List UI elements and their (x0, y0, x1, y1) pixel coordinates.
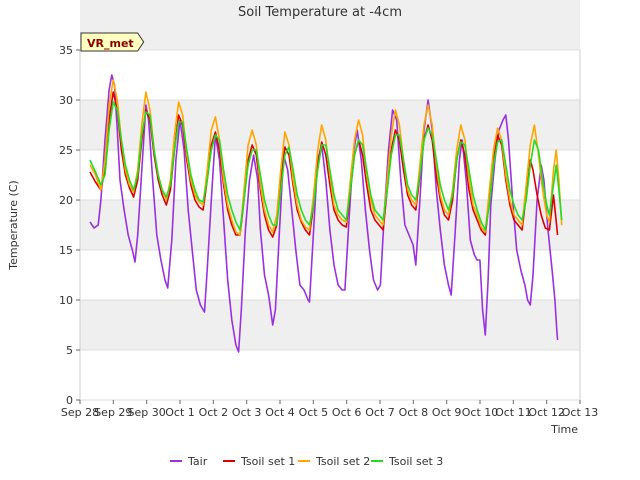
y-tick-label: 0 (66, 394, 73, 407)
y-tick-label: 35 (59, 44, 73, 57)
x-tick-label: Oct 11 (495, 406, 532, 419)
y-tick-label: 15 (59, 244, 73, 257)
series-line-tsoil-set-1 (89, 91, 559, 238)
grid-band (80, 100, 580, 150)
x-tick-label: Oct 13 (562, 406, 599, 419)
x-tick-label: Oct 8 (399, 406, 429, 419)
chart-title: Soil Temperature at -4cm (238, 5, 402, 20)
legend-label-tsoil-set-3: Tsoil set 3 (388, 455, 443, 468)
x-tick-label: Oct 2 (199, 406, 229, 419)
x-tick-label: Sep 30 (128, 406, 166, 419)
badge-label: VR_met (87, 37, 134, 50)
x-tick-label: Oct 7 (365, 406, 395, 419)
y-axis-ticks: 0 5 10 15 20 25 30 35 (59, 44, 80, 407)
badge-shape (80, 32, 145, 52)
x-axis-label: Time (550, 423, 578, 436)
x-tick-label: Oct 10 (462, 406, 499, 419)
x-tick-label: Oct 6 (332, 406, 362, 419)
x-tick-label: Sep 29 (94, 406, 132, 419)
y-tick-label: 10 (59, 294, 73, 307)
series-line-tsoil-set-3 (89, 101, 563, 231)
y-axis-label: Temperature (C) (7, 180, 20, 270)
legend: Tair Tsoil set 1 Tsoil set 2 Tsoil set 3 (170, 455, 443, 468)
x-tick-label: Oct 1 (165, 406, 195, 419)
x-tick-label: Oct 9 (432, 406, 462, 419)
x-tick-label: Oct 5 (299, 406, 329, 419)
series-line-tair (89, 74, 559, 353)
grid-lines (80, 49, 580, 401)
series-line-tsoil-set-2 (89, 79, 563, 236)
y-tick-label: 25 (59, 144, 73, 157)
plot-background-bands (80, 0, 580, 400)
legend-label-tair: Tair (187, 455, 208, 468)
series-layer (89, 74, 563, 353)
grid-band (80, 0, 580, 50)
legend-label-tsoil-set-1: Tsoil set 1 (240, 455, 295, 468)
x-tick-label: Sep 28 (61, 406, 99, 419)
x-tick-label: Oct 12 (528, 406, 565, 419)
y-tick-label: 5 (66, 344, 73, 357)
grid-band (80, 300, 580, 350)
x-tick-label: Oct 3 (232, 406, 262, 419)
station-badge: VR_met (80, 32, 145, 52)
y-tick-label: 20 (59, 194, 73, 207)
legend-label-tsoil-set-2: Tsoil set 2 (315, 455, 370, 468)
x-tick-label: Oct 4 (265, 406, 295, 419)
y-tick-label: 30 (59, 94, 73, 107)
